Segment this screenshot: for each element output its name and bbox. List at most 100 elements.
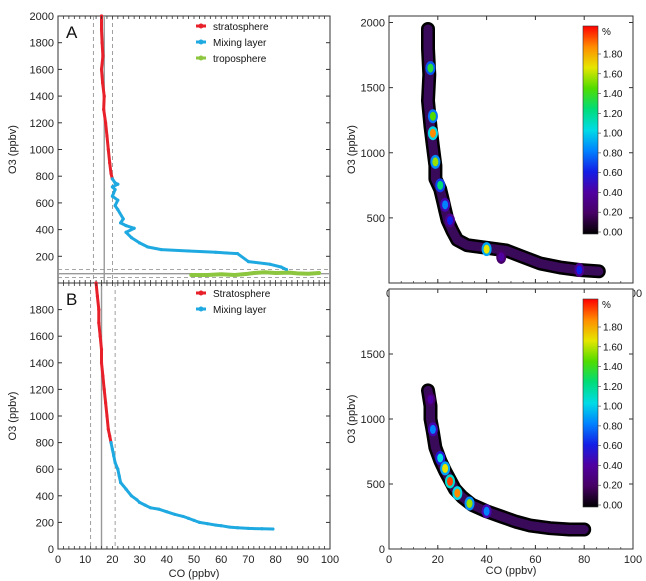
data-point [101, 81, 105, 85]
data-point [97, 308, 101, 312]
data-point [214, 250, 218, 254]
legend-label: Mixing layer [213, 305, 267, 316]
density-hotspot [432, 157, 439, 167]
y-tick-label: 1200 [30, 384, 54, 396]
data-point [192, 518, 196, 523]
data-point [105, 134, 109, 138]
data-point [219, 272, 223, 276]
colorbar-tick-label: 0.00 [603, 228, 623, 239]
data-point [116, 198, 120, 202]
data-point [121, 217, 125, 221]
data-point [246, 260, 250, 264]
data-point [197, 520, 202, 525]
data-point [110, 185, 114, 189]
data-point [109, 171, 113, 176]
y-tick-label: 1400 [30, 91, 54, 103]
colorbar-tick-label: 0.20 [603, 208, 623, 219]
density-hotspot [454, 488, 461, 498]
x-tick-label: 10 [79, 554, 91, 566]
y-tick-label: 500 [367, 479, 385, 491]
data-point [271, 527, 275, 531]
data-point [138, 241, 142, 245]
data-point [113, 187, 117, 192]
data-point [97, 321, 101, 325]
y-tick-label: 1400 [30, 358, 54, 370]
data-point [206, 273, 210, 277]
data-point [274, 271, 278, 275]
data-point [102, 387, 106, 391]
colorbar-unit: % [602, 27, 611, 38]
colorbar-tick-label: 0.60 [603, 168, 623, 179]
data-point [173, 512, 177, 517]
data-point [252, 271, 256, 275]
data-point [118, 221, 123, 225]
data-point [113, 460, 117, 465]
data-point [260, 527, 264, 531]
data-point [108, 434, 112, 438]
data-point [219, 524, 223, 528]
y-tick-label: 800 [36, 438, 54, 450]
data-point [295, 271, 299, 275]
data-point [233, 273, 237, 277]
x-tick-label: 40 [161, 554, 173, 566]
data-point [235, 252, 240, 256]
x-tick-label: 40 [480, 554, 492, 566]
y-tick-label: 600 [36, 464, 54, 476]
y-axis-title: O3 (ppbv) [7, 125, 19, 174]
colorbar [582, 25, 599, 235]
panel-a: 200 400 600 800 1000 1200 1400 1600 1800 2000 O3 (… [7, 11, 331, 284]
data-point [104, 121, 108, 125]
data-point [165, 510, 169, 514]
data-point [306, 272, 310, 276]
y-tick-label: 2000 [361, 18, 385, 30]
colorbar-tick-label: 0.00 [603, 501, 623, 512]
data-point [117, 474, 121, 478]
data-point [246, 272, 250, 276]
data-point [189, 273, 193, 277]
data-point [99, 27, 104, 31]
y-axis-title: O3 (ppbv) [7, 392, 19, 441]
colorbar-tick-label: 0.80 [603, 421, 623, 432]
series-line-mixing-layer [110, 177, 288, 272]
legend-marker [198, 306, 204, 312]
legend-marker [198, 55, 204, 61]
data-point [101, 54, 105, 58]
data-point [284, 268, 289, 272]
legend-label: troposphere [213, 54, 267, 65]
colorbar-tick-label: 1.20 [603, 109, 623, 120]
colorbar-tick-label: 1.00 [603, 402, 623, 413]
colorbar [582, 298, 599, 508]
density-hotspot [437, 453, 444, 463]
x-tick-label: 0 [386, 554, 392, 566]
data-point [124, 223, 128, 228]
data-point [100, 41, 104, 45]
colorbar-tick-label: 0.40 [603, 461, 623, 472]
data-point [116, 207, 120, 212]
series-line-mixing-layer [109, 441, 275, 531]
data-point [124, 230, 128, 234]
x-tick-label: 0 [55, 554, 61, 566]
x-tick-label: 80 [269, 554, 281, 566]
data-point [113, 203, 117, 208]
data-point [109, 441, 113, 445]
legend-marker [198, 290, 204, 296]
data-point [159, 248, 163, 252]
colorbar-unit: % [602, 300, 611, 311]
data-point [186, 516, 191, 521]
panel-letter: A [66, 23, 78, 42]
y-tick-label: 1000 [30, 411, 54, 423]
panel-c: 020406080100500100015002000O3 (ppbv)CO (… [346, 15, 642, 311]
data-point [113, 181, 117, 185]
data-point [124, 487, 128, 491]
data-point [235, 526, 240, 530]
data-point [106, 427, 110, 431]
data-point [110, 177, 114, 181]
legend-marker [198, 23, 204, 29]
density-hotspot [498, 252, 505, 262]
data-point [116, 182, 120, 186]
y-tick-label: 2000 [30, 11, 54, 23]
y-tick-label: 500 [367, 213, 385, 225]
data-point [98, 334, 102, 338]
data-point [138, 500, 142, 505]
